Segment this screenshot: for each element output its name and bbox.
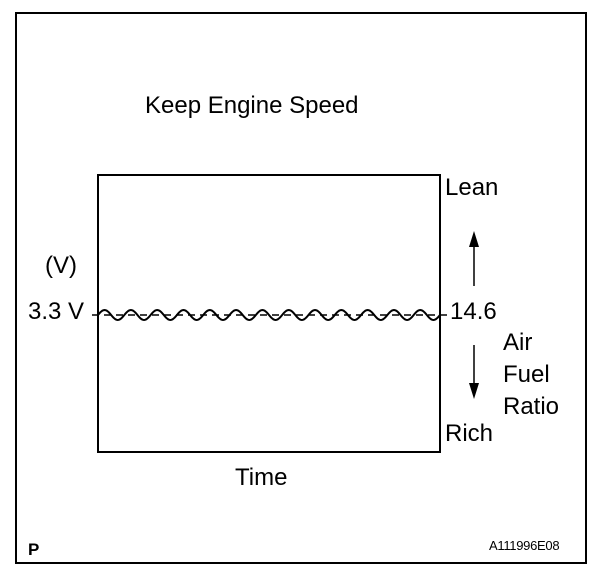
x-axis-label: Time xyxy=(235,464,288,491)
air-fuel-ratio-line-3: Ratio xyxy=(503,393,560,420)
figure-frame xyxy=(15,12,587,564)
air-fuel-ratio-label: Air Fuel Ratio xyxy=(503,327,559,423)
figure-id: A111996E08 xyxy=(489,538,560,553)
air-fuel-ratio-line-1: Air xyxy=(503,329,533,356)
air-fuel-ratio-value-label: 14.6 xyxy=(450,298,497,325)
lean-label: Lean xyxy=(445,174,499,201)
arrow-down-icon xyxy=(469,345,479,399)
air-fuel-ratio-line-2: Fuel xyxy=(503,361,550,388)
sensor-waveform xyxy=(97,308,441,322)
corner-mark: P xyxy=(28,540,40,559)
diagram-title: Keep Engine Speed xyxy=(145,92,359,119)
y-unit-label: (V) xyxy=(45,252,77,279)
rich-label: Rich xyxy=(445,420,494,447)
arrow-up-icon xyxy=(469,231,479,286)
voltage-value-label: 3.3 V xyxy=(28,298,85,325)
